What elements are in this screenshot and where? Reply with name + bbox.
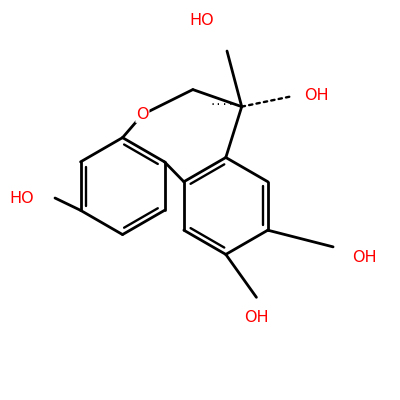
Text: OH: OH [352,250,376,265]
Text: ····: ···· [210,100,234,110]
Text: O: O [136,107,149,122]
Text: OH: OH [304,88,329,104]
Text: HO: HO [190,13,214,28]
Text: HO: HO [9,190,34,206]
Text: OH: OH [244,310,269,325]
